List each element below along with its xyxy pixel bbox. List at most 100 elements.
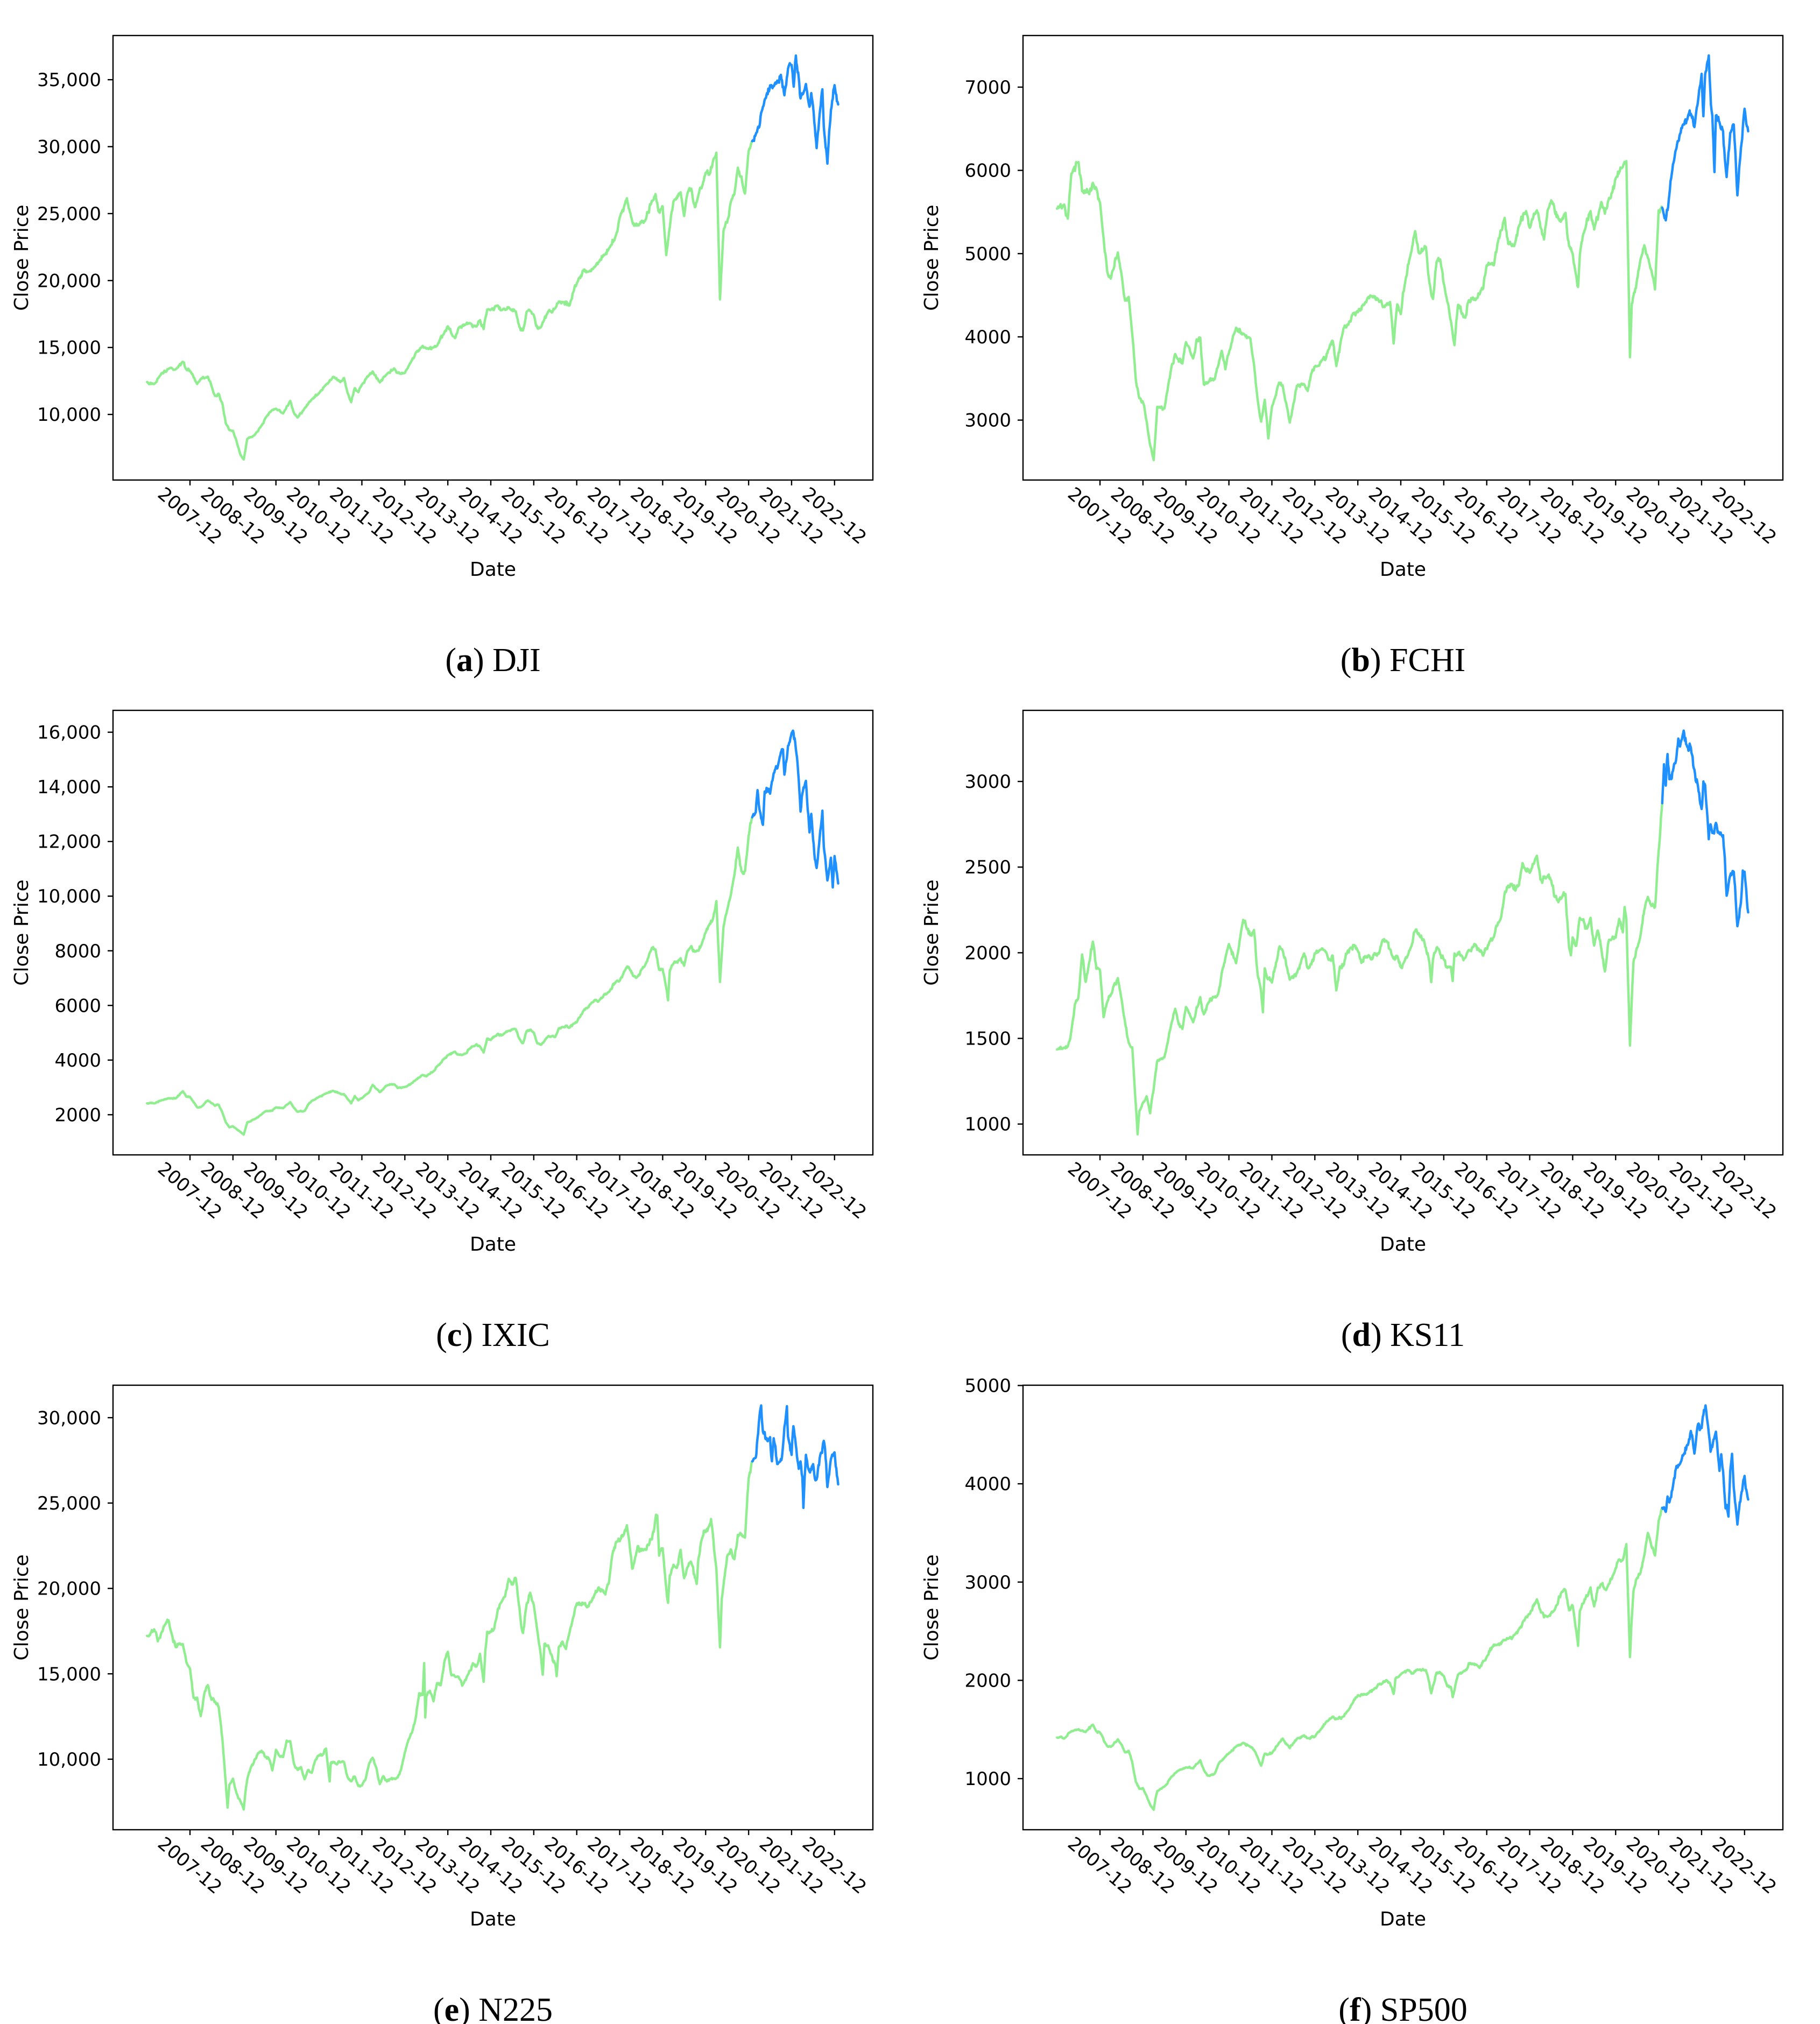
- y-tick-label: 15,000: [37, 337, 101, 359]
- series-line-green-a: [145, 140, 754, 461]
- chart-e-svg: 10,00015,00020,00025,00030,0002007-12200…: [11, 1384, 874, 1930]
- y-tick-label: 35,000: [37, 69, 101, 91]
- y-tick-label: 2500: [964, 857, 1011, 878]
- series-line-green-e: [145, 1460, 754, 1811]
- y-tick-label: 2000: [964, 1670, 1011, 1691]
- chart-f-svg: 100020003000400050002007-122008-122009-1…: [921, 1376, 1784, 1930]
- y-tick-label: 25,000: [37, 203, 101, 225]
- subplot-caption: (e) N225: [76, 1991, 910, 2024]
- y-tick-label: 1000: [964, 1114, 1011, 1136]
- y-tick-label: 1500: [964, 1028, 1011, 1050]
- series-line-blue-c: [751, 729, 840, 889]
- caption-title: FCHI: [1389, 642, 1466, 679]
- series-line-blue-b: [1661, 54, 1750, 222]
- plot-frame: [112, 1384, 874, 1831]
- x-axis-label: Date: [470, 1908, 516, 1930]
- y-tick-label: 25,000: [37, 1493, 101, 1514]
- y-tick-label: 16,000: [37, 722, 101, 744]
- y-tick-label: 10,000: [37, 886, 101, 907]
- y-tick-label: 4000: [964, 1473, 1011, 1495]
- y-axis-label: Close Price: [921, 204, 943, 311]
- y-axis-label: Close Price: [921, 879, 943, 985]
- chart-c-svg: 2000 4000 6000 8000 10,000 12,000 14,000 16,000…: [11, 709, 874, 1256]
- caption-title: N225: [478, 1992, 553, 2024]
- series-line-blue-f: [1661, 1404, 1750, 1526]
- y-tick-label: 5000: [964, 243, 1011, 265]
- caption-letter: f: [1349, 1992, 1361, 2024]
- y-tick-label: 3000: [964, 410, 1011, 432]
- subplot-ixic: 2000 4000 6000 8000 10,000 12,000 14,000 16,000…: [0, 675, 910, 1353]
- y-tick-label: 3000: [964, 1572, 1011, 1593]
- series-line-green-d: [1055, 802, 1664, 1136]
- chart-d-svg: 100015002000250030002007-122008-122009-1…: [921, 709, 1784, 1256]
- caption-title: IXIC: [481, 1317, 550, 1353]
- y-tick-label: 12,000: [37, 831, 101, 853]
- series-line-green-c: [145, 816, 754, 1136]
- caption-paren-close: ): [1371, 1317, 1382, 1353]
- caption-title: KS11: [1390, 1317, 1465, 1353]
- y-tick-label: 7000: [964, 77, 1011, 98]
- plot-frame: [1022, 1384, 1784, 1831]
- plot-frame: [112, 34, 874, 481]
- y-tick-label: 20,000: [37, 1578, 101, 1600]
- chart-a-svg: 10,00015,00020,00025,00030,00035,0002007…: [11, 34, 874, 581]
- y-axis-label: Close Price: [11, 204, 33, 311]
- subplot-fchi: 3000 4000 5000 6000 7000 2007-12 2008-12 2009-1…: [910, 0, 1820, 679]
- y-tick-label: 30,000: [37, 137, 101, 158]
- y-tick-label: 5000: [964, 1376, 1011, 1397]
- chart-canvas-fchi: 3000 4000 5000 6000 7000 2007-12 2008-12 2009-1…: [910, 0, 1820, 674]
- caption-letter: d: [1352, 1317, 1371, 1353]
- series-line-green-f: [1055, 1506, 1664, 1811]
- y-tick-label: 6000: [964, 160, 1011, 182]
- chart-canvas-ks11: 1000 1500 2000 2500 3000 2007-12 2008-12 2009-1…: [910, 675, 1820, 1349]
- subplot-n225: 10,000 15,000 20,000 25,000 30,000 2007-12 200…: [0, 1350, 910, 2024]
- caption-title: SP500: [1380, 1992, 1468, 2024]
- caption-paren-close: ): [1360, 1992, 1372, 2024]
- subplot-caption: (a) DJI: [76, 641, 910, 680]
- caption-paren-close: ): [472, 642, 484, 679]
- caption-paren-open: (: [433, 1992, 445, 2024]
- caption-title: DJI: [492, 642, 541, 679]
- series-line-blue-a: [751, 54, 840, 165]
- subplot-sp500: 1000 2000 3000 4000 5000 2007-12 2008-12 2009-1…: [910, 1350, 1820, 2024]
- y-tick-label: 8000: [54, 941, 101, 962]
- caption-letter: b: [1351, 642, 1370, 679]
- caption-paren-close: ): [459, 1992, 470, 2024]
- caption-paren-open: (: [1341, 1317, 1352, 1353]
- chart-canvas-ixic: 2000 4000 6000 8000 10,000 12,000 14,000 16,000…: [0, 675, 910, 1349]
- caption-paren-open: (: [1340, 642, 1352, 679]
- y-tick-label: 20,000: [37, 270, 101, 292]
- y-tick-label: 10,000: [37, 404, 101, 426]
- subplot-caption: (d) KS11: [986, 1316, 1820, 1355]
- x-axis-label: Date: [470, 559, 516, 581]
- caption-paren-open: (: [436, 1317, 447, 1353]
- subplot-caption: (b) FCHI: [986, 641, 1820, 680]
- chart-canvas-dji: 10,000 15,000 20,000 25,000 30,000 35,000 2007…: [0, 0, 910, 674]
- x-axis-label: Date: [1380, 559, 1426, 581]
- subplot-caption: (c) IXIC: [76, 1316, 910, 1355]
- caption-paren-close: ): [1370, 642, 1381, 679]
- y-tick-label: 2000: [54, 1104, 101, 1126]
- chart-b-svg: 300040005000600070002007-122008-122009-1…: [921, 34, 1784, 581]
- y-tick-label: 3000: [964, 771, 1011, 793]
- caption-letter: a: [456, 642, 473, 679]
- y-axis-label: Close Price: [11, 1554, 33, 1660]
- caption-letter: c: [447, 1317, 462, 1353]
- series-line-blue-d: [1661, 729, 1750, 928]
- y-tick-label: 1000: [964, 1768, 1011, 1790]
- y-tick-label: 10,000: [37, 1749, 101, 1771]
- chart-canvas-n225: 10,000 15,000 20,000 25,000 30,000 2007-12 200…: [0, 1350, 910, 2024]
- plot-frame: [1022, 709, 1784, 1156]
- caption-paren-open: (: [445, 642, 456, 679]
- x-axis-label: Date: [470, 1233, 516, 1256]
- y-tick-label: 4000: [964, 327, 1011, 348]
- subplot-dji: 10,000 15,000 20,000 25,000 30,000 35,000 2007…: [0, 0, 910, 679]
- subplot-ks11: 1000 1500 2000 2500 3000 2007-12 2008-12 2009-1…: [910, 675, 1820, 1353]
- chart-canvas-sp500: 1000 2000 3000 4000 5000 2007-12 2008-12 2009-1…: [910, 1350, 1820, 2024]
- caption-paren-close: ): [462, 1317, 473, 1353]
- subplot-caption: (f) SP500: [986, 1991, 1820, 2024]
- y-tick-label: 6000: [54, 995, 101, 1017]
- x-axis-label: Date: [1380, 1908, 1426, 1930]
- y-axis-label: Close Price: [11, 879, 33, 985]
